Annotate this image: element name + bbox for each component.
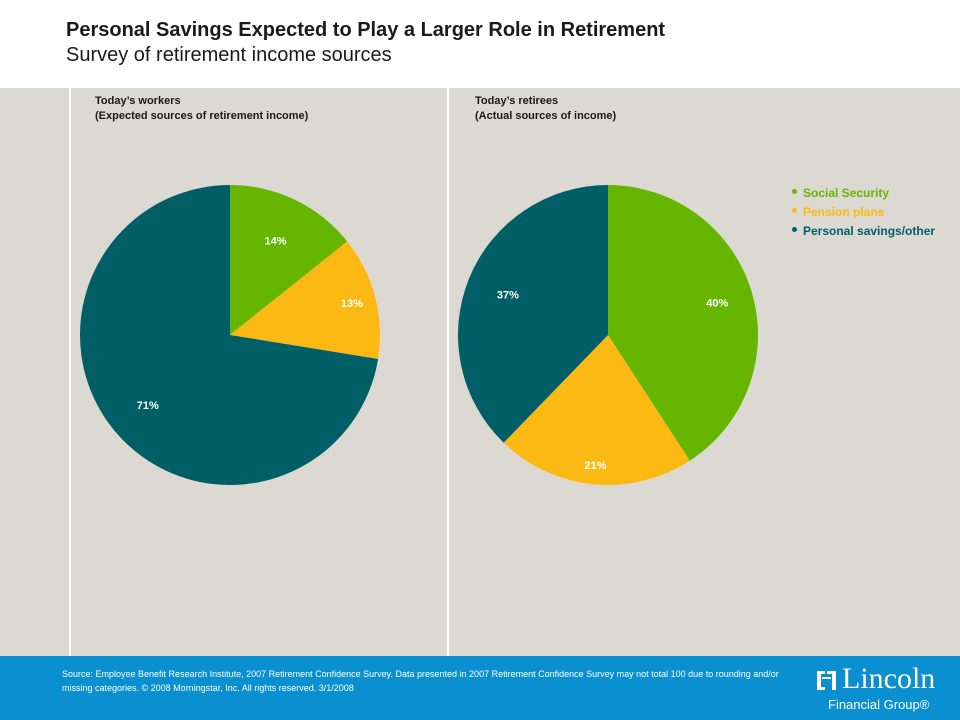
page-subtitle: Survey of retirement income sources <box>66 44 392 66</box>
retirees-slice-social-security <box>608 185 759 461</box>
footer: Source: Employee Benefit Research Instit… <box>0 656 960 720</box>
legend-label: Social Security <box>803 186 890 200</box>
workers-pie-title-line2: (Expected sources of retirement income) <box>95 110 309 122</box>
retirees-slice-label: 40% <box>706 298 728 310</box>
workers-slice-personal-savings-other <box>80 185 379 485</box>
retirees-slice-personal-savings-other <box>458 185 608 443</box>
bullet-icon <box>792 208 797 214</box>
bullet-icon <box>792 227 797 233</box>
legend-label: Pension plans <box>803 205 885 219</box>
legend-item-personal-savings: Personal savings/other <box>792 223 935 242</box>
retirees-pie-title-line2: (Actual sources of income) <box>475 110 617 122</box>
logo-wordmark: Lincoln <box>842 662 936 695</box>
workers-slice-label: 71% <box>137 400 159 412</box>
header: Personal Savings Expected to Play a Larg… <box>0 0 960 88</box>
legend: Social Security Pension plans Personal s… <box>792 185 935 242</box>
divider-middle <box>447 88 449 656</box>
workers-slice-social-security <box>230 185 348 335</box>
page-title: Personal Savings Expected to Play a Larg… <box>66 19 666 41</box>
source-note: Source: Employee Benefit Research Instit… <box>62 669 779 693</box>
workers-slice-label: 13% <box>341 298 363 310</box>
workers-pie-title: Today’s workers (Expected sources of ret… <box>95 94 308 124</box>
retirees-slice-label: 37% <box>497 289 519 301</box>
workers-pie-title-line1: Today’s workers <box>95 95 181 107</box>
retirees-slice-label: 21% <box>584 460 606 472</box>
retirees-slice-pension-plans <box>503 335 690 486</box>
lincoln-mark-icon <box>817 671 836 690</box>
bullet-icon <box>792 189 797 195</box>
legend-item-pension-plans: Pension plans <box>792 204 935 223</box>
legend-label: Personal savings/other <box>803 224 936 238</box>
divider-left <box>69 88 71 656</box>
workers-slice-pension-plans <box>230 241 380 359</box>
retirees-pie-title-line1: Today’s retirees <box>475 95 559 107</box>
workers-slice-label: 14% <box>265 235 287 247</box>
legend-item-social-security: Social Security <box>792 185 935 204</box>
logo-subtext: Financial Group® <box>828 697 930 712</box>
retirees-pie-title: Today’s retirees (Actual sources of inco… <box>475 94 616 124</box>
